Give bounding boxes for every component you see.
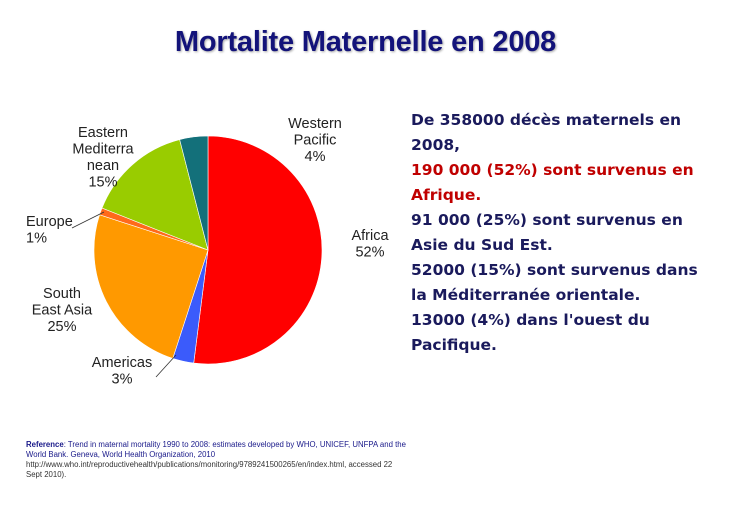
fact-line-highlight: Afrique. [411,186,482,204]
pie-slice-eastern-mediterranean [101,139,209,251]
pie-slices [93,135,323,365]
slice-label-line: East Asia [32,303,93,319]
reference-text: : Trend in maternal mortality 1990 to 20… [26,440,406,459]
slice-label-europe: Europe 1% [26,214,73,247]
reference-url[interactable]: http://www.who.int/reproductivehealth/pu… [26,460,393,479]
page-title: Mortalite Maternelle en 2008 [174,26,557,58]
slice-label-line: Europe [26,214,73,230]
slice-label-line: Eastern [78,125,128,141]
slice-label-western-pacific: Western Pacific 4% [288,116,342,165]
fact-line-highlight: 190 000 (52%) sont survenus en [411,161,694,179]
fact-line: 91 000 (25%) sont survenus en [411,211,683,229]
slice-label-africa: Africa 52% [351,228,389,261]
slice-label-line: 15% [88,175,117,191]
facts-text-block: De 358000 décès maternels en 2008, 190 0… [411,108,726,358]
leader-lines [71,211,177,378]
slice-label-line: 52% [355,245,384,261]
fact-line: Asie du Sud Est. [411,236,553,254]
slice-labels: Africa 52% Americas 3% South East Asia 25% Euro… [26,116,389,388]
slice-label-south-east-asia: South East Asia 25% [32,286,93,335]
fact-line: 13000 (4%) dans l'ouest du [411,311,650,329]
slice-label-eastern-mediterranean: Eastern Mediterra nean 15% [72,125,134,191]
slice-label-line: Mediterra [72,142,134,158]
fact-line: De 358000 décès maternels en [411,111,682,129]
fact-line: la Méditerranée orientale. [411,286,641,304]
fact-line: Pacifique. [411,336,497,354]
slice-label-line: Pacific [294,133,337,149]
fact-line: 52000 (15%) sont survenus dans [411,261,698,279]
slice-label-line: Africa [351,228,389,244]
slice-label-line: Americas [92,355,152,371]
slice-label-line: 3% [112,372,133,388]
slice-label-line: 4% [305,149,326,165]
pie-slice-africa [193,135,323,365]
slice-label-line: South [43,286,81,302]
slice-label-americas: Americas 3% [92,355,152,388]
slice-label-line: 25% [47,319,76,335]
slice-label-line: Western [288,116,342,132]
pie-slice-south-east-asia [93,214,209,359]
leader-line [71,211,105,229]
leader-line [155,354,177,378]
fact-line: 2008, [411,136,461,154]
reference-note: Reference: Trend in maternal mortality 1… [26,440,406,480]
slice-label-line: 1% [26,231,47,247]
reference-label: Reference [26,440,64,449]
pie-slice-western-pacific [179,135,209,251]
slice-label-line: nean [87,158,119,174]
